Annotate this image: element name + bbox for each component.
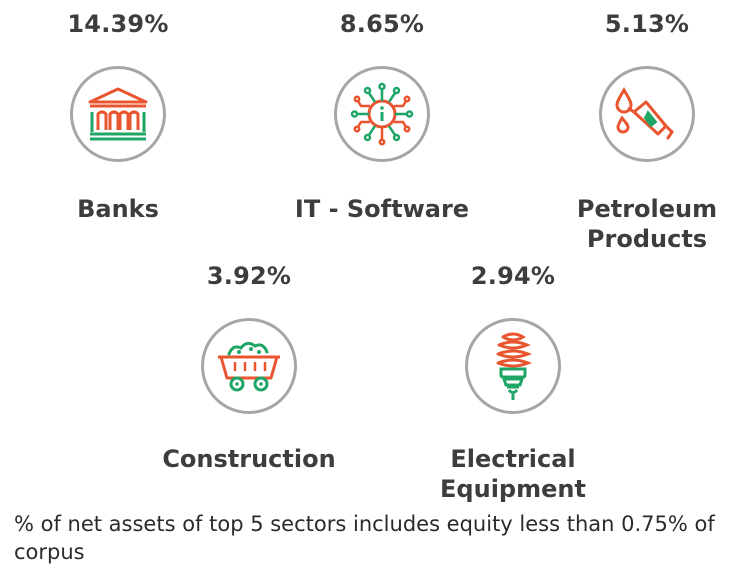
icon-circle: [201, 318, 297, 414]
icon-circle: [70, 66, 166, 162]
circuit-chip-icon: [350, 82, 414, 146]
cfl-bulb-icon: [496, 332, 533, 400]
sector-name-line1: Petroleum: [576, 195, 718, 223]
sector-percent: 8.65%: [339, 10, 425, 38]
sector-name: Banks: [77, 195, 159, 223]
sector-percent: 3.92%: [206, 262, 292, 290]
sector-name: IT - Software: [294, 195, 470, 223]
sector-percent: 5.13%: [604, 10, 690, 38]
sector-percent: 14.39%: [67, 10, 169, 38]
icon-circle: [599, 66, 695, 162]
sector-percent: 2.94%: [470, 262, 556, 290]
footnote: % of net assets of top 5 sectors include…: [14, 512, 715, 564]
sector-name-line2: Products: [586, 225, 708, 253]
icon-circle: [334, 66, 430, 162]
mine-cart-icon: [218, 341, 280, 392]
sector-name-line2: Equipment: [440, 475, 586, 503]
fuel-nozzle-icon: [615, 86, 674, 140]
bank-building-icon: [88, 87, 148, 141]
icon-circle: [465, 318, 561, 414]
sector-name: Construction: [162, 445, 336, 473]
sector-name-line1: Electrical: [450, 445, 576, 473]
